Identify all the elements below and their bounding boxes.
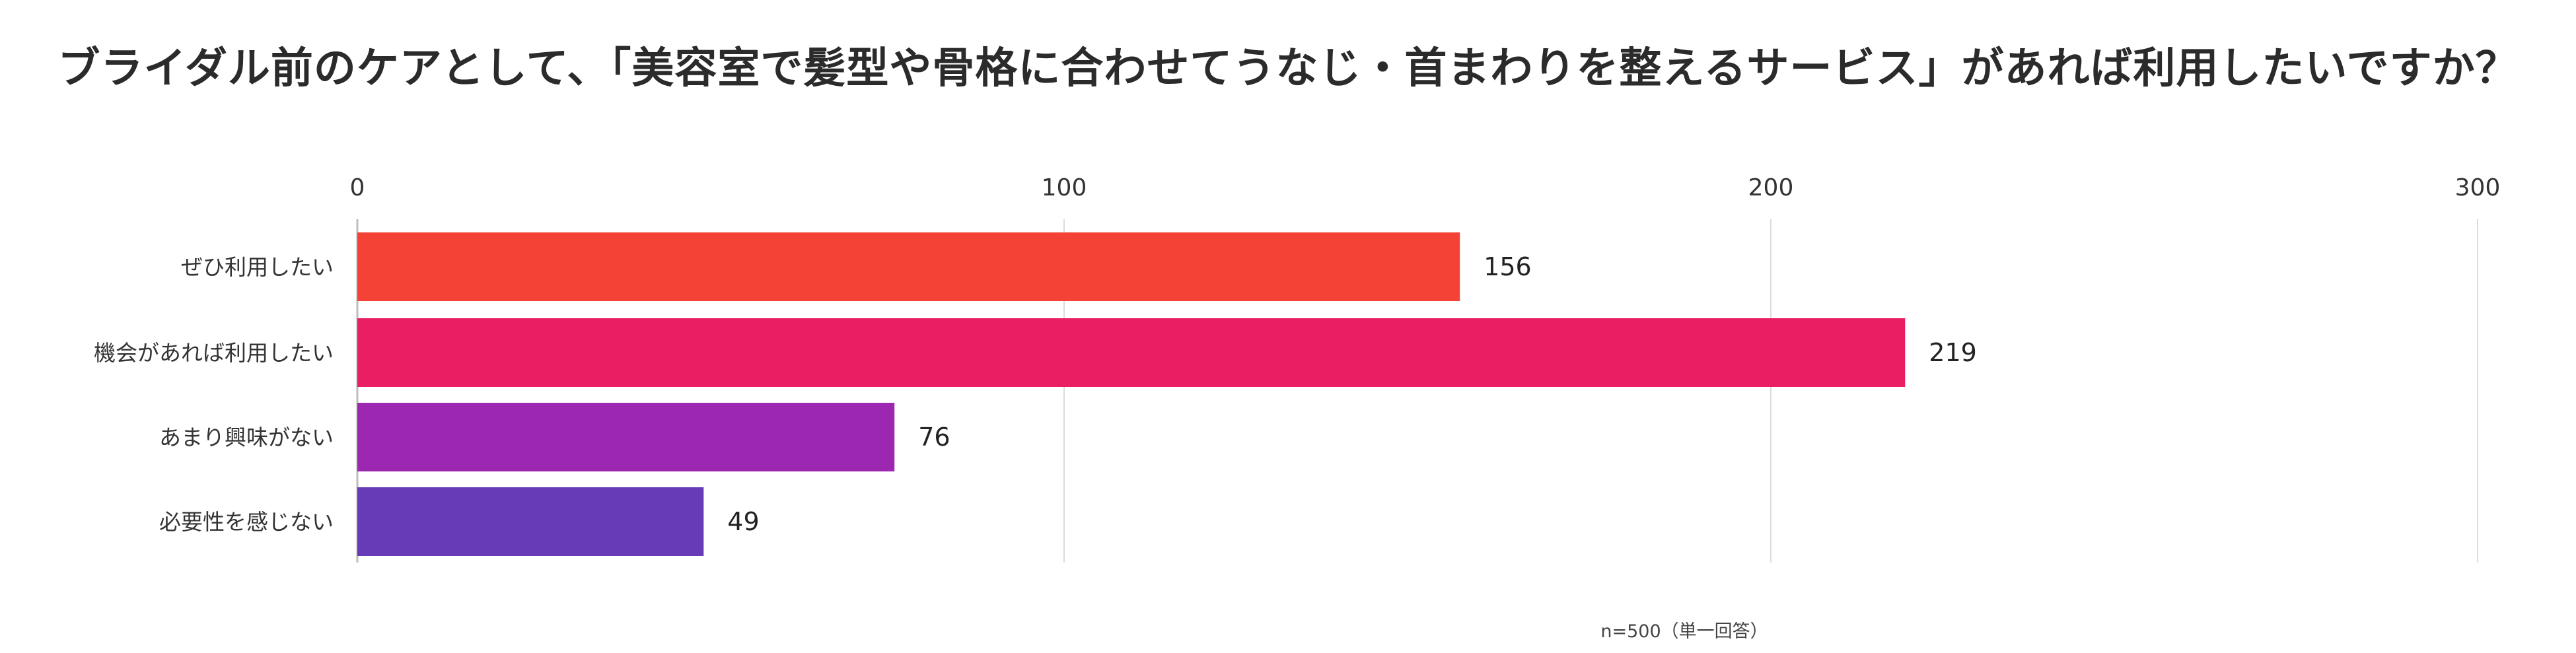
value-labels: 156 219 76 49: [727, 252, 1977, 536]
category-label: 必要性を感じない: [159, 509, 334, 535]
x-tick-label: 200: [1748, 174, 1794, 201]
bar: [357, 232, 1460, 301]
data-label: 49: [727, 507, 759, 536]
bar: [357, 403, 895, 471]
chart-title: ブライダル前のケアとして、「美容室で髪型や骨格に合わせてうなじ・首まわりを整える…: [57, 44, 2519, 93]
x-tick-label: 300: [2455, 174, 2501, 201]
category-label: 機会があれば利用したい: [94, 340, 334, 366]
bar: [357, 487, 704, 556]
data-label: 219: [1929, 338, 1977, 367]
bars: [357, 232, 1906, 556]
data-label: 156: [1484, 252, 1532, 281]
x-tick-label: 0: [350, 174, 365, 201]
x-axis-ticks: 0 100 200 300: [350, 174, 2501, 201]
bar: [357, 318, 1906, 387]
category-label: あまり興味がない: [159, 425, 334, 450]
sample-size-note: n=500（単一回答）: [1600, 621, 1768, 642]
data-label: 76: [918, 423, 950, 452]
category-label: ぜひ利用したい: [181, 254, 334, 280]
x-tick-label: 100: [1042, 174, 1087, 201]
